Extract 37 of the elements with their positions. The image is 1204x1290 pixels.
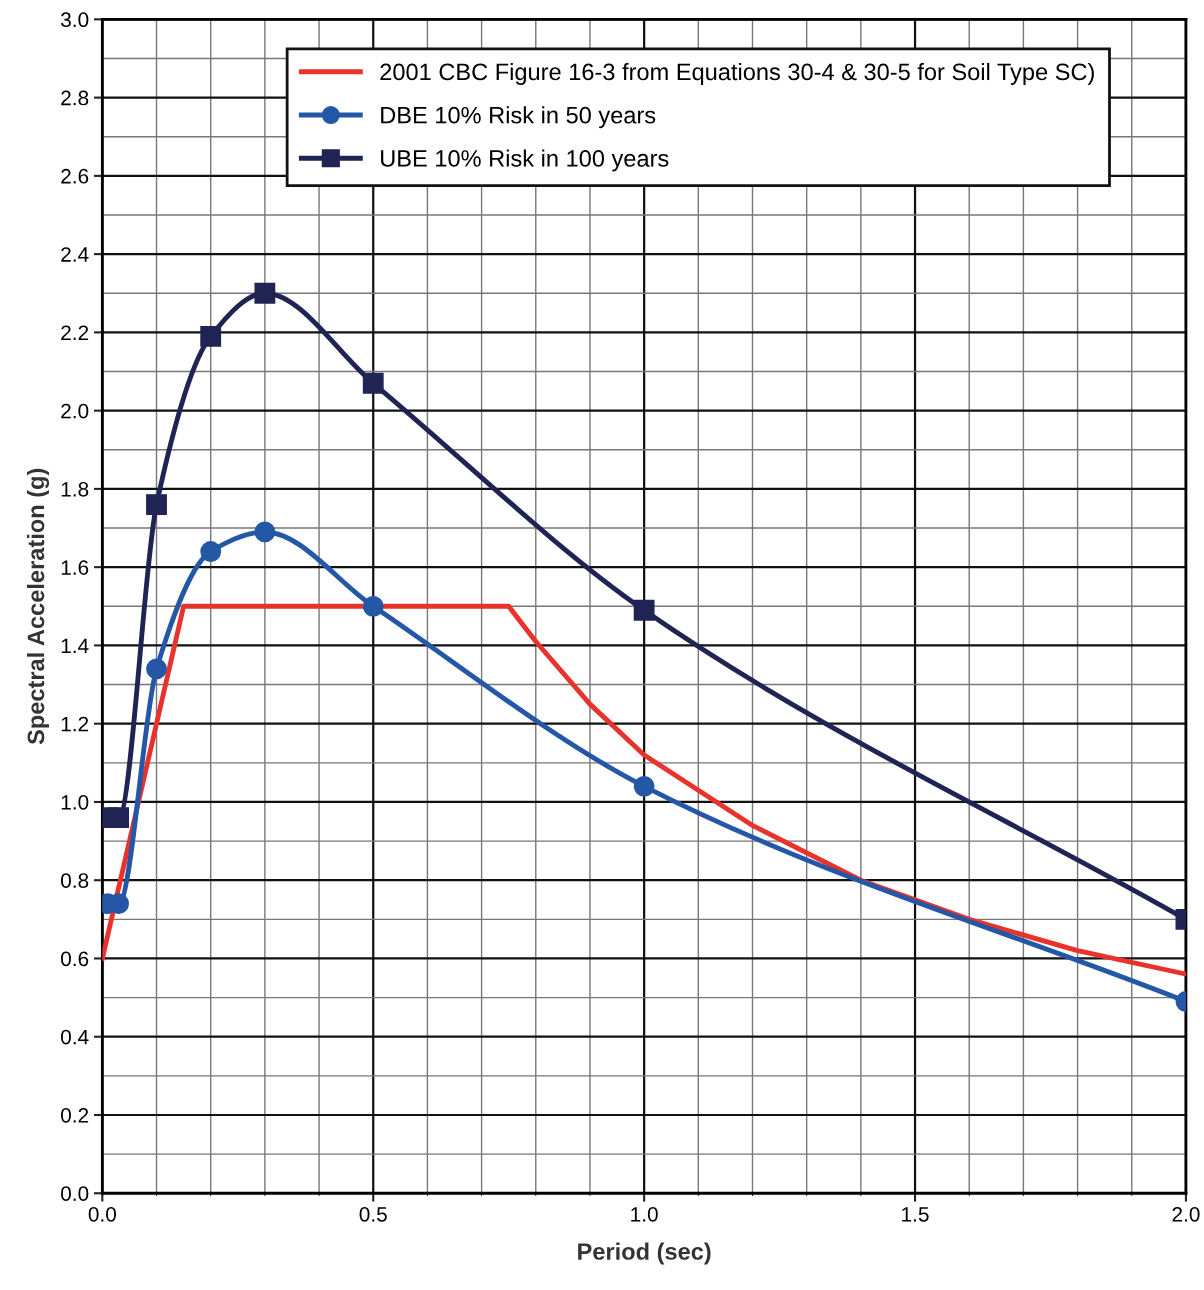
point [146,658,167,680]
y-tick-label: 1.8 [61,481,89,497]
point [254,282,276,304]
y-tick-label: 1.2 [61,716,89,732]
y-tick-label: 2.4 [61,247,89,262]
point [633,599,655,621]
x-tick-label: 0.5 [359,1206,387,1222]
x-axis-title: Period (sec) [578,1242,711,1265]
point [146,494,167,515]
x-tick-label: 1.5 [902,1207,929,1222]
point [362,372,384,394]
point [362,595,384,617]
x-tick-label: 2.0 [1172,1206,1200,1222]
y-tick-label: 0.4 [61,1029,89,1045]
point [200,541,222,562]
point [200,325,222,347]
y-tick-label: 2.8 [61,90,89,106]
y-tick-label: 0.2 [61,1107,89,1123]
y-tick-label: 1.4 [61,638,89,653]
y-tick-label: 1.0 [61,794,89,810]
y-axis-title: Spectral Acceleration (g) [26,468,50,745]
y-tick-label: 1.6 [61,560,89,575]
y-tick-label: 2.2 [61,325,89,340]
point [108,807,130,829]
y-tick-label: 0.0 [61,1186,89,1201]
y-tick-label: 0.8 [61,873,89,888]
point [633,775,655,797]
y-tick-label: 2.0 [61,403,89,419]
x-tick-label: 1.0 [631,1206,658,1222]
y-tick-label: 2.6 [61,168,89,184]
x-tick-label: 0.0 [88,1206,117,1222]
legend-label: 2001 CBC Figure 16-3 from Equations 30-4 & 30-5 for Soil Type SC) [380,62,1094,85]
legend-label: UBE 10% Risk in 100 years [381,149,669,172]
legend-label: DBE 10% Risk in 50 years [381,106,656,129]
y-tick-label: 3.0 [60,12,89,28]
y-tick-label: 0.6 [61,951,89,967]
point [254,521,276,543]
